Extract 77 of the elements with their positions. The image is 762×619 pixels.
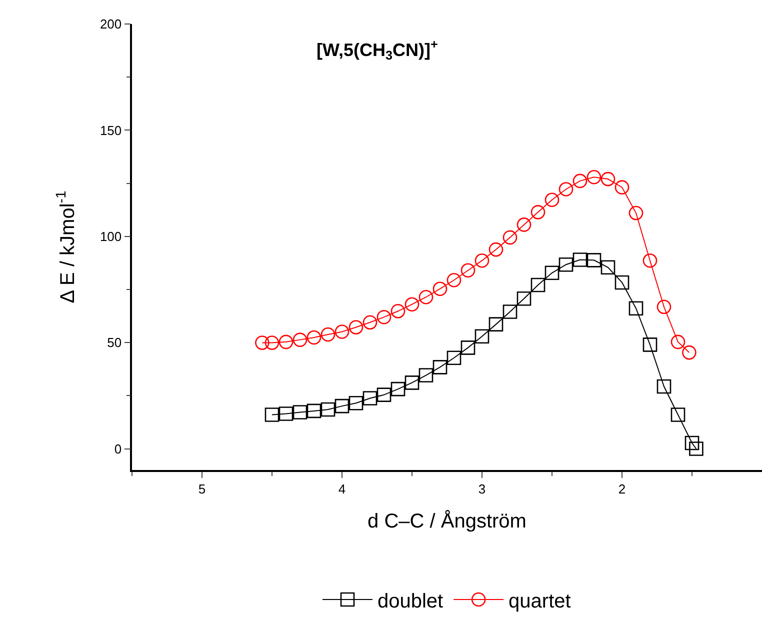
- text: [W,5(CH$_{3}$CN)]$^{+}$: [316, 37, 438, 63]
- point: [614, 275, 630, 290]
- point: [432, 360, 448, 374]
- y-tick-label: 150: [100, 122, 122, 138]
- point: [306, 404, 322, 418]
- point: [460, 263, 476, 278]
- y-tick-label: 100: [100, 228, 122, 244]
- point: [656, 300, 672, 314]
- point: [670, 334, 686, 350]
- point: [292, 405, 308, 420]
- point: [362, 315, 378, 330]
- x-tick-label: 5: [198, 481, 206, 496]
- point: [642, 338, 658, 352]
- point: [488, 317, 504, 332]
- point: [446, 272, 462, 288]
- point: [614, 180, 630, 194]
- x-axis-title: d C–C / Ångström: [368, 509, 526, 532]
- point: [306, 330, 322, 345]
- point: [460, 340, 476, 355]
- x-tick-label: 3: [478, 481, 486, 496]
- y-tick-label: 0: [114, 441, 122, 456]
- point: [572, 174, 588, 188]
- point: [390, 382, 406, 396]
- point: [600, 172, 616, 186]
- point: [488, 242, 504, 257]
- legend-label: doublet: [378, 590, 444, 612]
- point: [684, 436, 700, 450]
- point: [334, 398, 350, 414]
- x-tick-label: 2: [618, 481, 626, 496]
- point: [642, 253, 658, 268]
- point: [320, 402, 336, 417]
- point: [530, 205, 546, 220]
- point: [558, 182, 574, 196]
- point: [264, 408, 280, 422]
- point: [502, 230, 518, 245]
- x-tick-label: 4: [338, 481, 346, 496]
- point: [418, 290, 434, 304]
- point: [558, 257, 574, 272]
- point: [586, 170, 602, 184]
- point: [689, 442, 704, 456]
- point: [255, 336, 270, 350]
- point: [362, 391, 378, 406]
- point: [544, 266, 560, 280]
- point: [502, 304, 518, 319]
- point: [446, 350, 462, 366]
- point: [474, 329, 490, 344]
- point: [376, 388, 392, 402]
- point: [586, 253, 602, 268]
- point: [600, 260, 616, 275]
- y-tick-label: 200: [100, 16, 122, 32]
- point: [348, 320, 364, 334]
- point: [334, 324, 350, 339]
- point: [390, 304, 406, 318]
- point: [320, 327, 336, 342]
- point: [376, 310, 392, 324]
- point: [264, 336, 280, 350]
- point: [682, 345, 696, 360]
- point: [516, 218, 532, 232]
- point: [404, 376, 420, 390]
- point: [348, 396, 364, 410]
- y-tick-label: 50: [107, 335, 122, 350]
- point: [670, 408, 686, 422]
- point: [474, 253, 490, 268]
- point: [572, 252, 588, 267]
- point: [516, 291, 532, 306]
- legend-label: quartet: [508, 590, 572, 612]
- point: [292, 332, 308, 347]
- point: [628, 206, 644, 220]
- point: [432, 282, 448, 296]
- point: [530, 278, 546, 292]
- point: [544, 192, 560, 207]
- point: [628, 301, 644, 316]
- point: [278, 406, 294, 421]
- point: [278, 334, 294, 350]
- point: [418, 368, 434, 382]
- point: [404, 297, 420, 312]
- point: [656, 379, 672, 394]
